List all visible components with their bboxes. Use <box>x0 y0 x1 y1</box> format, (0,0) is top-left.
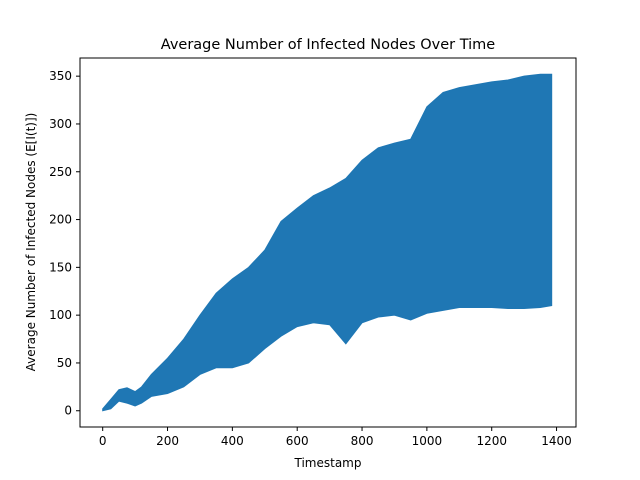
y-tick-label: 100 <box>49 308 72 322</box>
y-tick-label: 0 <box>64 404 72 418</box>
y-tick-label: 200 <box>49 213 72 227</box>
x-tick-label: 0 <box>99 434 107 448</box>
x-tick-label: 800 <box>351 434 374 448</box>
x-tick-label: 600 <box>286 434 309 448</box>
x-tick-label: 400 <box>221 434 244 448</box>
y-tick-label: 300 <box>49 117 72 131</box>
y-tick-label: 150 <box>49 260 72 274</box>
y-tick-label: 50 <box>57 356 72 370</box>
x-tick-label: 1400 <box>541 434 572 448</box>
infected-band-series-0 <box>102 73 553 412</box>
y-tick-label: 250 <box>49 165 72 179</box>
axes: 0 200 400 600 800 1000 1200 1400 0 50 100 150 200 250… <box>49 57 577 448</box>
x-axis-label: Timestamp <box>294 456 362 470</box>
y-tick-label: 350 <box>49 69 72 83</box>
y-axis-label: Average Number of Infected Nodes (E[I(t)… <box>24 113 38 372</box>
x-tick-label: 200 <box>156 434 179 448</box>
axes-frame <box>79 57 577 428</box>
plot-area <box>102 73 553 412</box>
x-tick-label: 1000 <box>412 434 443 448</box>
x-tick-label: 1200 <box>476 434 507 448</box>
chart-title: Average Number of Infected Nodes Over Ti… <box>161 37 496 53</box>
